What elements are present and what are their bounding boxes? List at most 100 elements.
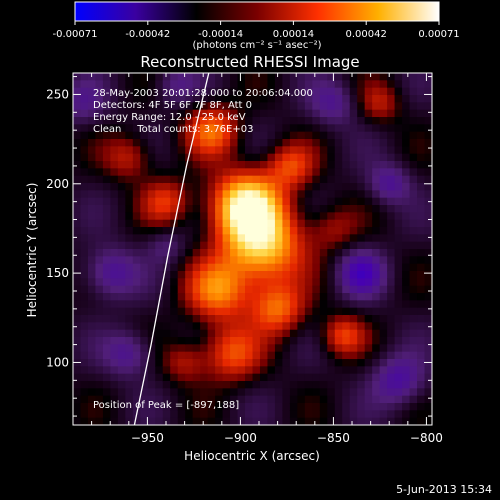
heatmap-cell <box>110 87 119 96</box>
heatmap-cell <box>162 366 171 375</box>
heatmap-cell <box>140 410 149 419</box>
heatmap-cell <box>364 87 373 96</box>
heatmap-cell <box>342 315 351 323</box>
heatmap-cell <box>200 153 209 162</box>
heatmap-cell <box>357 337 366 345</box>
heatmap-cell <box>424 190 432 199</box>
heatmap-cell <box>102 351 111 360</box>
heatmap-cell <box>87 271 97 279</box>
heatmap-cell <box>155 183 164 191</box>
heatmap-cell <box>147 263 156 272</box>
heatmap-cell <box>245 197 254 206</box>
heatmap-cell <box>147 183 156 191</box>
heatmap-cell <box>80 131 89 140</box>
heatmap-cell <box>267 278 276 287</box>
heatmap-cell <box>207 351 216 360</box>
heatmap-cell <box>245 366 254 375</box>
heatmap-cell <box>245 307 254 316</box>
heatmap-cell <box>185 337 194 345</box>
heatmap-cell <box>289 293 298 301</box>
heatmap-cell <box>102 359 111 367</box>
heatmap-cell <box>222 395 231 404</box>
heatmap-cell <box>170 395 179 404</box>
heatmap-cell <box>267 329 276 338</box>
heatmap-cell <box>80 168 89 177</box>
heatmap-cell <box>237 388 246 397</box>
heatmap-cell <box>125 161 134 169</box>
heatmap-cell <box>304 337 313 345</box>
heatmap-cell <box>245 190 254 199</box>
heatmap-cell <box>349 307 358 316</box>
heatmap-cell <box>87 300 97 309</box>
heatmap-cell <box>319 227 328 235</box>
heatmap-cell <box>289 300 298 309</box>
heatmap-cell <box>297 183 306 191</box>
heatmap-cell <box>424 131 432 140</box>
heatmap-cell <box>387 73 396 81</box>
heatmap-cell <box>424 395 432 404</box>
heatmap-cell <box>327 95 336 103</box>
heatmap-cell <box>73 410 82 419</box>
heatmap-cell <box>267 315 276 323</box>
heatmap-cell <box>417 234 426 243</box>
heatmap-cell <box>177 381 186 389</box>
heatmap-cell <box>282 219 291 228</box>
heatmap-cell <box>215 146 224 155</box>
heatmap-cell <box>185 256 194 265</box>
heatmap-cell <box>312 410 321 419</box>
heatmap-cell <box>207 146 216 155</box>
heatmap-cell <box>215 168 224 177</box>
heatmap-cell <box>207 344 216 353</box>
heatmap-cell <box>170 139 179 147</box>
heatmap-cell <box>125 366 134 375</box>
heatmap-cell <box>349 227 358 235</box>
heatmap-cell <box>192 300 201 309</box>
heatmap-cell <box>364 131 373 140</box>
heatmap-cell <box>357 278 366 287</box>
heatmap-cell <box>117 278 126 287</box>
heatmap-cell <box>267 322 276 331</box>
heatmap-cell <box>289 322 298 331</box>
heatmap-cell <box>304 359 313 367</box>
heatmap-cell <box>312 329 321 338</box>
heatmap-cell <box>357 175 366 184</box>
heatmap-cell <box>304 227 313 235</box>
heatmap-cell <box>312 249 321 257</box>
heatmap-cell <box>140 205 149 213</box>
heatmap-cell <box>237 337 246 345</box>
heatmap-cell <box>80 205 89 213</box>
heatmap-cell <box>132 227 141 235</box>
heatmap-cell <box>147 351 156 360</box>
heatmap-cell <box>327 293 336 301</box>
heatmap-cell <box>252 285 261 294</box>
heatmap-cell <box>274 293 284 301</box>
heatmap-cell <box>162 131 171 140</box>
heatmap-cell <box>424 410 432 419</box>
heatmap-cell <box>364 175 373 184</box>
heatmap-cell <box>342 161 351 169</box>
heatmap-cell <box>132 234 141 243</box>
heatmap-cell <box>319 212 328 221</box>
heatmap-cell <box>357 263 366 272</box>
heatmap-cell <box>319 395 328 404</box>
heatmap-cell <box>342 271 351 279</box>
heatmap-cell <box>319 124 328 133</box>
heatmap-cell <box>245 293 254 301</box>
heatmap-cell <box>132 381 141 389</box>
heatmap-cell <box>80 117 89 125</box>
heatmap-cell <box>312 227 321 235</box>
heatmap-cell <box>312 161 321 169</box>
heatmap-cell <box>170 417 179 425</box>
heatmap-cell <box>110 168 119 177</box>
heatmap-cell <box>102 410 111 419</box>
heatmap-cell <box>304 410 313 419</box>
heatmap-cell <box>200 205 209 213</box>
heatmap-cell <box>73 300 82 309</box>
heatmap-cell <box>334 131 343 140</box>
heatmap-cell <box>110 337 119 345</box>
heatmap-cell <box>73 80 82 89</box>
heatmap-cell <box>102 124 111 133</box>
heatmap-cell <box>334 300 343 309</box>
heatmap-cell <box>207 337 216 345</box>
heatmap-cell <box>222 388 231 397</box>
